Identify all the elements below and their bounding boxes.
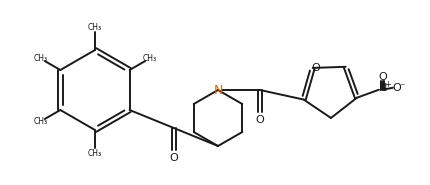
Text: O: O	[378, 72, 387, 82]
Text: O: O	[169, 153, 178, 163]
Text: CH₃: CH₃	[34, 117, 47, 126]
Text: N: N	[379, 83, 387, 93]
Text: O: O	[255, 115, 264, 125]
Text: O: O	[393, 83, 401, 93]
Text: CH₃: CH₃	[88, 23, 102, 31]
Text: CH₃: CH₃	[34, 54, 47, 63]
Text: ⁻: ⁻	[399, 83, 405, 93]
Text: N: N	[213, 83, 223, 97]
Text: CH₃: CH₃	[142, 54, 157, 63]
Text: CH₃: CH₃	[88, 149, 102, 157]
Text: +: +	[384, 80, 391, 89]
Text: O: O	[311, 63, 320, 73]
